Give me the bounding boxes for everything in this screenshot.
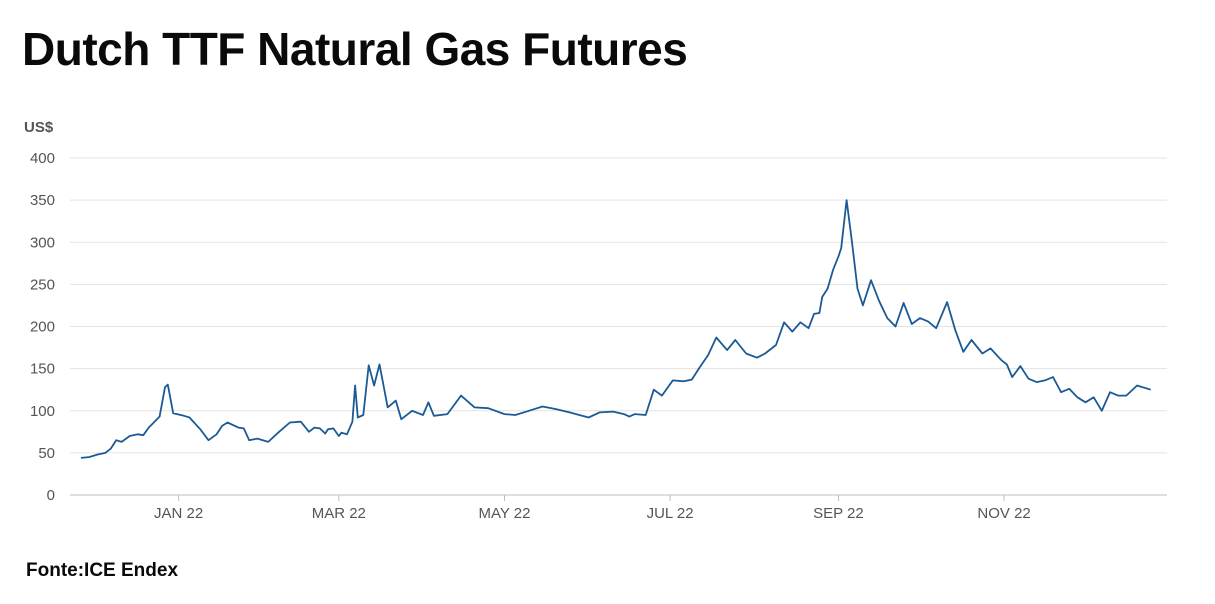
x-tick-label: MAY 22 [478,505,530,522]
y-tick-label: 400 [30,150,55,167]
x-tick-label: NOV 22 [977,505,1030,522]
x-tick-label: JUL 22 [647,505,694,522]
y-tick-label: 350 [30,192,55,209]
x-tick-label: MAR 22 [312,505,366,522]
y-axis-unit-label: US$ [24,119,54,136]
y-tick-label: 250 [30,276,55,293]
y-axis-tick-labels: 0 50 100 150 200 250 300 350 400 [30,150,55,504]
y-tick-label: 100 [30,403,55,420]
y-tick-label: 200 [30,319,55,336]
y-tick-label: 0 [47,487,55,504]
x-tick-label: JAN 22 [154,505,203,522]
x-tick-label: SEP 22 [813,505,864,522]
y-tick-label: 150 [30,361,55,378]
series-line [80,199,1151,459]
gridlines [70,157,1167,454]
y-tick-label: 50 [38,445,55,462]
chart-title: Dutch TTF Natural Gas Futures [22,23,688,75]
source-note: Fonte:ICE Endex [26,560,179,581]
y-tick-label: 300 [30,234,55,251]
x-axis-tick-labels: JAN 22 MAR 22 MAY 22 JUL 22 SEP 22 NOV 22 [154,495,1031,522]
